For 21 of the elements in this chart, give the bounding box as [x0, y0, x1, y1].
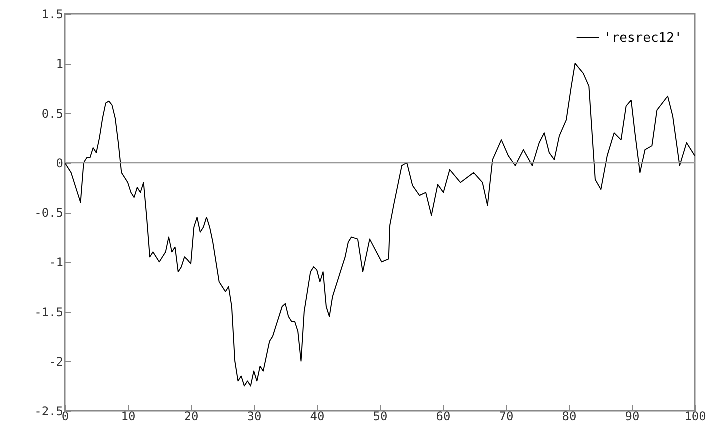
y-tick-label: -2.5 [34, 404, 64, 418]
x-tick-label: 70 [499, 410, 514, 424]
y-tick-label: -0.5 [34, 206, 64, 220]
x-tick-label: 100 [684, 410, 706, 424]
y-tick-label: 1 [56, 57, 64, 72]
line-series [65, 63, 695, 387]
x-tick-label: 10 [121, 410, 136, 424]
y-tick-label: 0.5 [42, 106, 64, 121]
y-tick-label: 1.5 [42, 8, 64, 22]
x-tick-label: 80 [562, 410, 577, 424]
x-tick-label: 20 [184, 410, 199, 424]
x-tick-label: 50 [373, 410, 388, 424]
y-tick-label: -1.5 [34, 305, 64, 320]
y-tick-label: -2 [49, 354, 64, 369]
x-tick-label: 40 [310, 410, 325, 424]
x-tick-label: 30 [247, 410, 262, 424]
y-tick-label: 0 [56, 156, 64, 170]
x-tick-label: 60 [436, 410, 451, 424]
legend-label: 'resrec12' [604, 31, 682, 46]
x-tick-label: 90 [625, 410, 640, 424]
y-tick-label: -1 [49, 256, 64, 270]
